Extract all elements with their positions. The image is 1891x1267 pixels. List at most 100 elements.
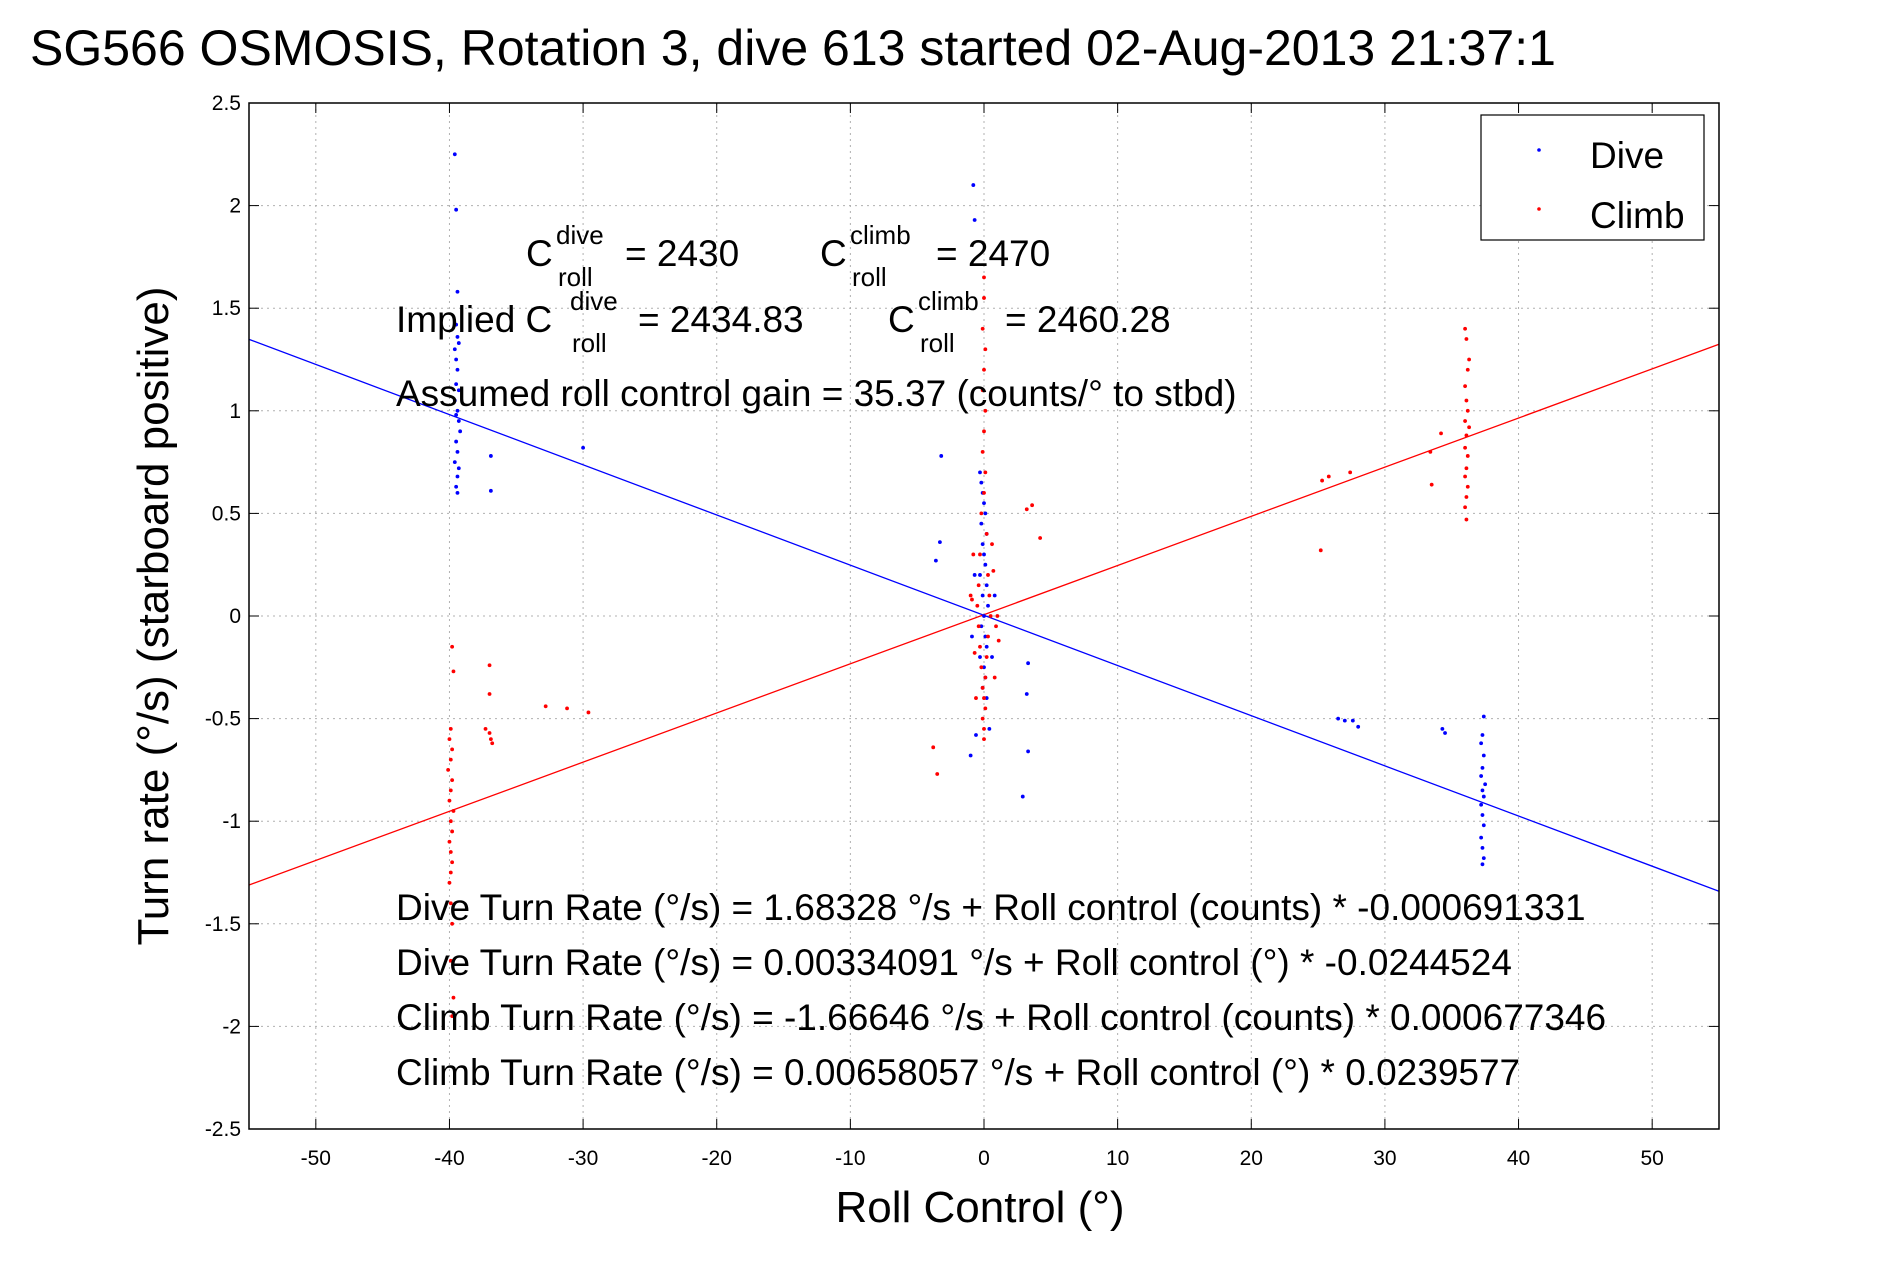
climb-point <box>448 757 453 762</box>
climb-series <box>446 275 1471 1019</box>
dive-point <box>1483 782 1488 787</box>
dive-point <box>1342 718 1347 723</box>
c-roll-climb-base: C <box>820 233 847 274</box>
climb-point <box>1464 398 1469 403</box>
climb-point <box>1464 466 1469 471</box>
climb-point <box>1030 503 1035 508</box>
climb-point <box>1326 474 1331 479</box>
climb-point <box>1465 367 1470 372</box>
climb-point <box>976 624 981 629</box>
y-tick-label: -1.5 <box>205 913 241 936</box>
climb-point <box>1320 478 1324 483</box>
climb-point <box>982 367 986 372</box>
dive-point <box>581 445 585 450</box>
dive-point <box>983 511 988 516</box>
climb-point <box>450 1014 455 1019</box>
dive-point <box>980 593 985 598</box>
dive-point <box>1336 716 1341 721</box>
climb-point <box>450 921 455 926</box>
climb-point <box>450 644 455 649</box>
dive-point <box>990 655 994 659</box>
climb-point <box>983 706 988 711</box>
y-tick-label: -0.5 <box>205 708 241 731</box>
dive-point <box>1350 718 1355 723</box>
y-tick-label: -2.5 <box>205 1118 241 1141</box>
climb-point <box>983 470 988 475</box>
dive-point <box>1356 724 1361 729</box>
dive-point <box>1480 862 1485 867</box>
y-tick-label: 0.5 <box>212 502 241 525</box>
dive-point <box>456 341 461 345</box>
dive-point <box>455 367 460 372</box>
climb-point <box>1463 445 1467 450</box>
climb-point <box>1348 470 1353 475</box>
climb-point <box>968 593 973 598</box>
climb-point <box>1464 337 1469 341</box>
dive-point <box>455 408 460 413</box>
dive-point <box>454 357 459 362</box>
climb-point <box>448 819 453 824</box>
dive-point <box>458 429 463 434</box>
x-axis-label: Roll Control (°) <box>836 1183 1125 1232</box>
climb-point <box>490 741 495 746</box>
implied-c-roll-dive-sup: dive <box>570 286 618 316</box>
dive-point <box>1479 741 1484 746</box>
x-tick-label: -20 <box>702 1147 732 1170</box>
climb-point <box>982 490 986 495</box>
dive-point <box>968 753 973 758</box>
dive-point <box>1443 731 1447 735</box>
equation-climb-degrees: Climb Turn Rate (°/s) = 0.00658057 °/s +… <box>396 1052 1520 1093</box>
dive-point <box>452 152 457 157</box>
climb-point <box>450 747 455 752</box>
climb-point <box>448 901 453 906</box>
climb-point <box>975 603 980 608</box>
climb-point <box>982 696 986 700</box>
climb-point <box>995 614 1000 618</box>
x-tick-label: 40 <box>1507 1147 1530 1170</box>
x-tick-label: 10 <box>1106 1147 1129 1170</box>
dive-point <box>978 655 982 659</box>
dive-point <box>1480 733 1485 737</box>
dive-point <box>984 644 989 649</box>
climb-point <box>1429 482 1434 487</box>
c-roll-climb-sub: roll <box>852 262 887 292</box>
climb-point <box>987 593 992 598</box>
dive-point <box>452 398 457 403</box>
dive-point <box>455 289 460 294</box>
implied-c-roll-dive-sub: roll <box>572 328 607 358</box>
axis-ticks: -50 -40 -30 -20 -10 0 10 20 30 40 50 2.5 2 1.5 1 0.5 0 -0… <box>205 92 1719 1170</box>
climb-point <box>447 880 452 885</box>
climb-point <box>980 685 985 690</box>
y-tick-label: 1 <box>229 400 241 423</box>
climb-point <box>983 675 988 680</box>
climb-point <box>982 429 986 434</box>
climb-point <box>1465 454 1470 458</box>
climb-point <box>448 726 453 731</box>
dive-point <box>1481 823 1486 828</box>
dive-point <box>1026 749 1030 754</box>
dive-point <box>982 614 986 618</box>
y-tick-label: 0 <box>229 605 241 628</box>
climb-point <box>996 638 1001 643</box>
y-axis-label: Turn rate (°/s) (starboard positive) <box>129 286 178 945</box>
climb-point <box>1463 505 1467 510</box>
climb-point <box>986 634 990 639</box>
dive-point <box>979 521 984 526</box>
climb-point <box>1465 484 1470 489</box>
dive-point <box>978 573 982 577</box>
implied-c-roll-climb-sub: roll <box>920 328 955 358</box>
legend-climb-marker <box>1537 207 1541 211</box>
dive-point <box>454 413 459 417</box>
climb-point <box>447 737 452 742</box>
dive-point <box>978 470 982 475</box>
climb-point <box>1464 517 1469 522</box>
dive-point <box>972 218 977 222</box>
c-roll-dive-value: = 2430 <box>625 233 739 274</box>
dive-point <box>982 501 986 506</box>
dive-point <box>1481 856 1486 861</box>
climb-point <box>450 829 455 834</box>
dive-point <box>455 474 460 479</box>
dive-point <box>972 573 977 577</box>
